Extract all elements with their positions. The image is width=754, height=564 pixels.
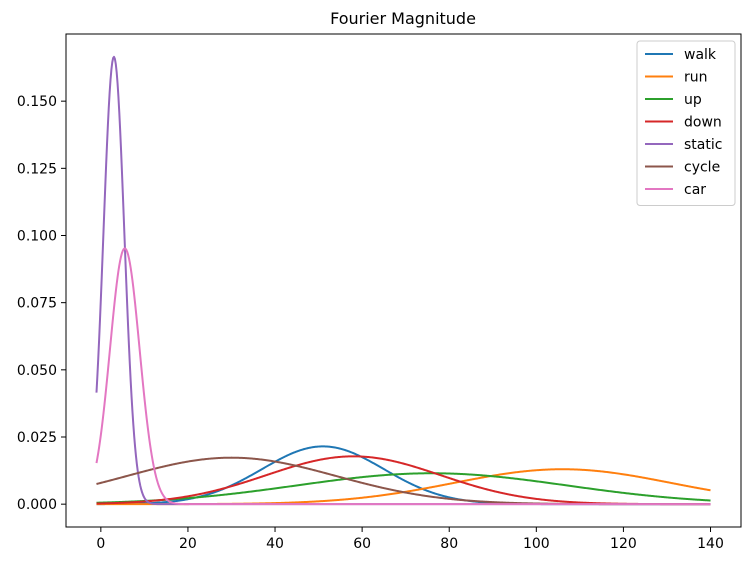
series-lines [95,55,711,506]
x-tick-label: 40 [266,536,284,552]
y-tick-label: 0.000 [17,497,57,513]
x-tick-label: 20 [179,536,197,552]
legend-label-cycle: cycle [684,160,720,176]
legend-label-down: down [684,115,722,131]
series-line-static [95,55,711,506]
x-tick-label: 100 [523,536,550,552]
y-tick-label: 0.100 [17,228,57,244]
legend: walk run up down static cycle car [636,40,736,206]
x-axis-ticks: 0 20 40 60 80 100 120 140 [96,527,724,552]
series-line-up [96,472,711,504]
y-tick-label: 0.050 [17,363,57,379]
legend-label-car: car [684,182,706,198]
legend-label-run: run [684,70,708,86]
series-line-car [95,247,711,506]
y-tick-label: 0.150 [17,94,57,110]
legend-label-walk: walk [684,47,717,63]
x-tick-label: 60 [353,536,371,552]
y-tick-label: 0.125 [17,161,57,177]
x-tick-label: 0 [96,536,105,552]
legend-label-up: up [684,92,702,108]
y-tick-label: 0.075 [17,296,57,312]
x-tick-label: 80 [440,536,458,552]
y-axis-ticks: 0.000 0.025 0.050 0.075 0.100 0.125 0.150 [17,94,66,513]
y-tick-label: 0.025 [17,430,57,446]
legend-box [636,40,736,206]
x-tick-label: 140 [697,536,724,552]
x-tick-label: 120 [610,536,637,552]
legend-label-static: static [684,137,722,153]
plot-frame [65,33,742,528]
chart-title: Fourier Magnitude [330,9,476,28]
